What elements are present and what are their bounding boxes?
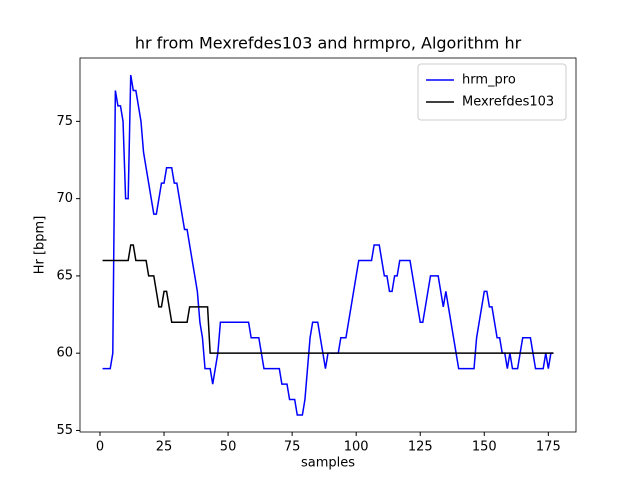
line-series	[102, 244, 554, 354]
y-tick-label: 65	[56, 268, 73, 283]
legend-label: Mexrefdes103	[462, 95, 554, 110]
line-series	[102, 74, 554, 416]
x-tick-label: 50	[220, 440, 237, 455]
y-tick-label: 75	[56, 114, 73, 129]
x-tick-label: 75	[284, 440, 301, 455]
chart-title: hr from Mexrefdes103 and hrmpro, Algorit…	[135, 34, 522, 53]
plot-frame	[79, 57, 577, 433]
x-axis-label: samples	[301, 456, 355, 471]
x-tick-label: 0	[96, 440, 104, 455]
y-tick-label: 55	[56, 423, 73, 438]
y-tick-label: 70	[56, 191, 73, 206]
x-tick-label: 125	[408, 440, 433, 455]
legend-box	[417, 63, 567, 121]
y-axis-label: Hr [bpm]	[33, 216, 48, 275]
x-tick-label: 100	[344, 440, 369, 455]
x-tick-label: 175	[536, 440, 561, 455]
legend-label: hrm_pro	[462, 73, 516, 88]
y-tick-label: 60	[56, 346, 73, 361]
x-tick-label: 150	[472, 440, 497, 455]
x-tick-label: 25	[156, 440, 173, 455]
